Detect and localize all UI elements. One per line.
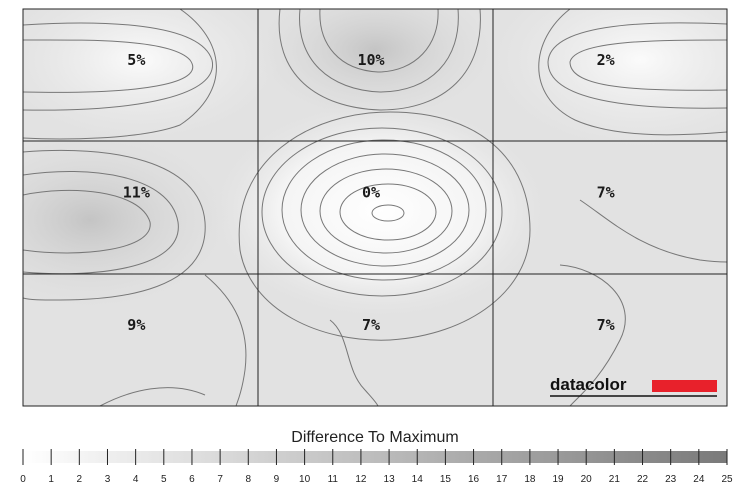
legend-tick-label: 17 — [496, 474, 508, 485]
legend-tick-label: 14 — [412, 474, 424, 485]
brand-bar-icon — [652, 380, 717, 392]
legend-tick-label: 10 — [299, 474, 311, 485]
legend-tick-label: 0 — [20, 474, 26, 485]
legend-tick-label: 24 — [693, 474, 705, 485]
legend-tick-label: 18 — [524, 474, 536, 485]
zone-label-r0c1: 10% — [357, 51, 384, 69]
brand-text: datacolor — [550, 375, 627, 394]
zone-label-r0c0: 5% — [127, 51, 145, 69]
legend-tick-label: 22 — [637, 474, 649, 485]
legend-tick-label: 23 — [665, 474, 677, 485]
legend-ticks — [22, 449, 728, 465]
legend-tick-label: 20 — [581, 474, 593, 485]
legend-tick-label: 1 — [48, 474, 54, 485]
zone-label-r2c1: 7% — [362, 316, 380, 334]
legend-tick-label: 3 — [105, 474, 111, 485]
legend-tick-label: 19 — [552, 474, 564, 485]
legend-tick-label: 25 — [721, 474, 733, 485]
legend-tick-label: 7 — [217, 474, 223, 485]
datacolor-logo: datacolor — [550, 375, 717, 397]
legend-tick-labels: 0 1 2 3 4 5 6 7 8 9 10 11 12 13 14 15 16 17 18 19 20 21 22 23 24… — [20, 474, 733, 485]
zone-label-r2c2: 7% — [597, 316, 615, 334]
zone-label-r1c0: 11% — [123, 184, 150, 202]
legend-gradient-bar — [23, 451, 727, 463]
zone-label-r0c2: 2% — [597, 51, 615, 69]
legend-tick-label: 8 — [245, 474, 251, 485]
zone-label-r1c2: 7% — [597, 184, 615, 202]
legend-title: Difference To Maximum — [291, 429, 458, 446]
legend-tick-label: 21 — [609, 474, 621, 485]
legend-tick-label: 5 — [161, 474, 167, 485]
legend-tick-label: 15 — [440, 474, 452, 485]
legend-tick-label: 4 — [133, 474, 139, 485]
zone-grid — [22, 8, 728, 407]
legend: Difference To Maximum 0 1 2 3 4 5 6 7 8 9 10 11 12 13… — [20, 429, 733, 485]
zone-label-r1c1: 0% — [362, 184, 380, 202]
legend-tick-label: 9 — [274, 474, 280, 485]
legend-tick-label: 6 — [189, 474, 195, 485]
contour-map — [23, 9, 727, 406]
legend-tick-label: 16 — [468, 474, 480, 485]
legend-tick-label: 12 — [355, 474, 367, 485]
legend-tick-label: 2 — [77, 474, 83, 485]
zone-labels: 5% 10% 2% 11% 0% 7% 9% 7% 7% — [123, 51, 615, 334]
zone-label-r2c0: 9% — [127, 316, 145, 334]
legend-tick-label: 13 — [384, 474, 396, 485]
legend-tick-label: 11 — [328, 474, 339, 485]
